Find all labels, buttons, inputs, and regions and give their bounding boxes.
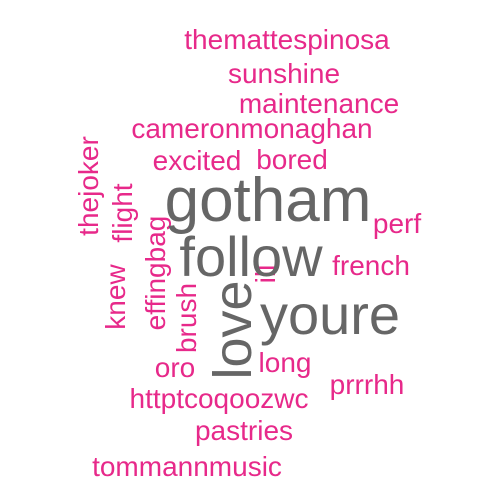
- word-cameronmonaghan: cameronmonaghan: [131, 113, 373, 144]
- word-perf: perf: [372, 208, 422, 239]
- word-knew: knew: [100, 264, 131, 330]
- word-long: long: [258, 347, 312, 378]
- word-themattespinosa: themattespinosa: [184, 24, 390, 55]
- word-tommannmusic: tommannmusic: [92, 451, 282, 482]
- word-brush: brush: [171, 282, 202, 354]
- word-maintenance: maintenance: [238, 88, 400, 119]
- word-sunshine: sunshine: [227, 58, 341, 89]
- word-pastries: pastries: [194, 415, 294, 446]
- word-french: french: [332, 250, 410, 281]
- word-love: love: [203, 280, 263, 380]
- word-thejoker: thejoker: [73, 136, 104, 236]
- word-prrrhh: prrrhh: [329, 369, 405, 400]
- word-bored: bored: [256, 144, 328, 175]
- word-follow: follow: [179, 225, 323, 288]
- word-youre: youre: [259, 283, 401, 346]
- word-flight: flight: [107, 183, 138, 243]
- word-excited: excited: [152, 145, 242, 176]
- word-httptcoqoozwc: httptcoqoozwc: [129, 383, 309, 414]
- word-gotham: gotham: [164, 166, 372, 235]
- word-oro: oro: [154, 352, 196, 383]
